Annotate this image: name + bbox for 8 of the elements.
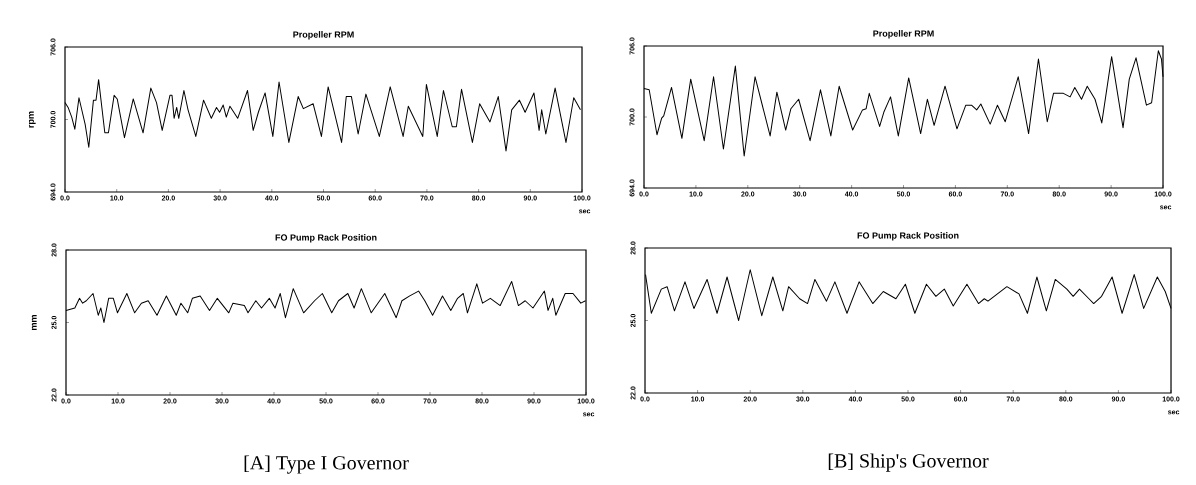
text: [B] Ship's Governor [828,453,989,472]
chart-title: Propeller RPM [293,31,354,40]
chart-title: FO Pump Rack Position [275,234,377,243]
chart-title: FO Pump Rack Position [857,232,959,241]
text: [A] Type I Governor [244,455,409,474]
y-axis-title: rpm [28,111,36,128]
chart-title: Propeller RPM [873,30,934,39]
y-axis-title: mm [31,315,37,330]
